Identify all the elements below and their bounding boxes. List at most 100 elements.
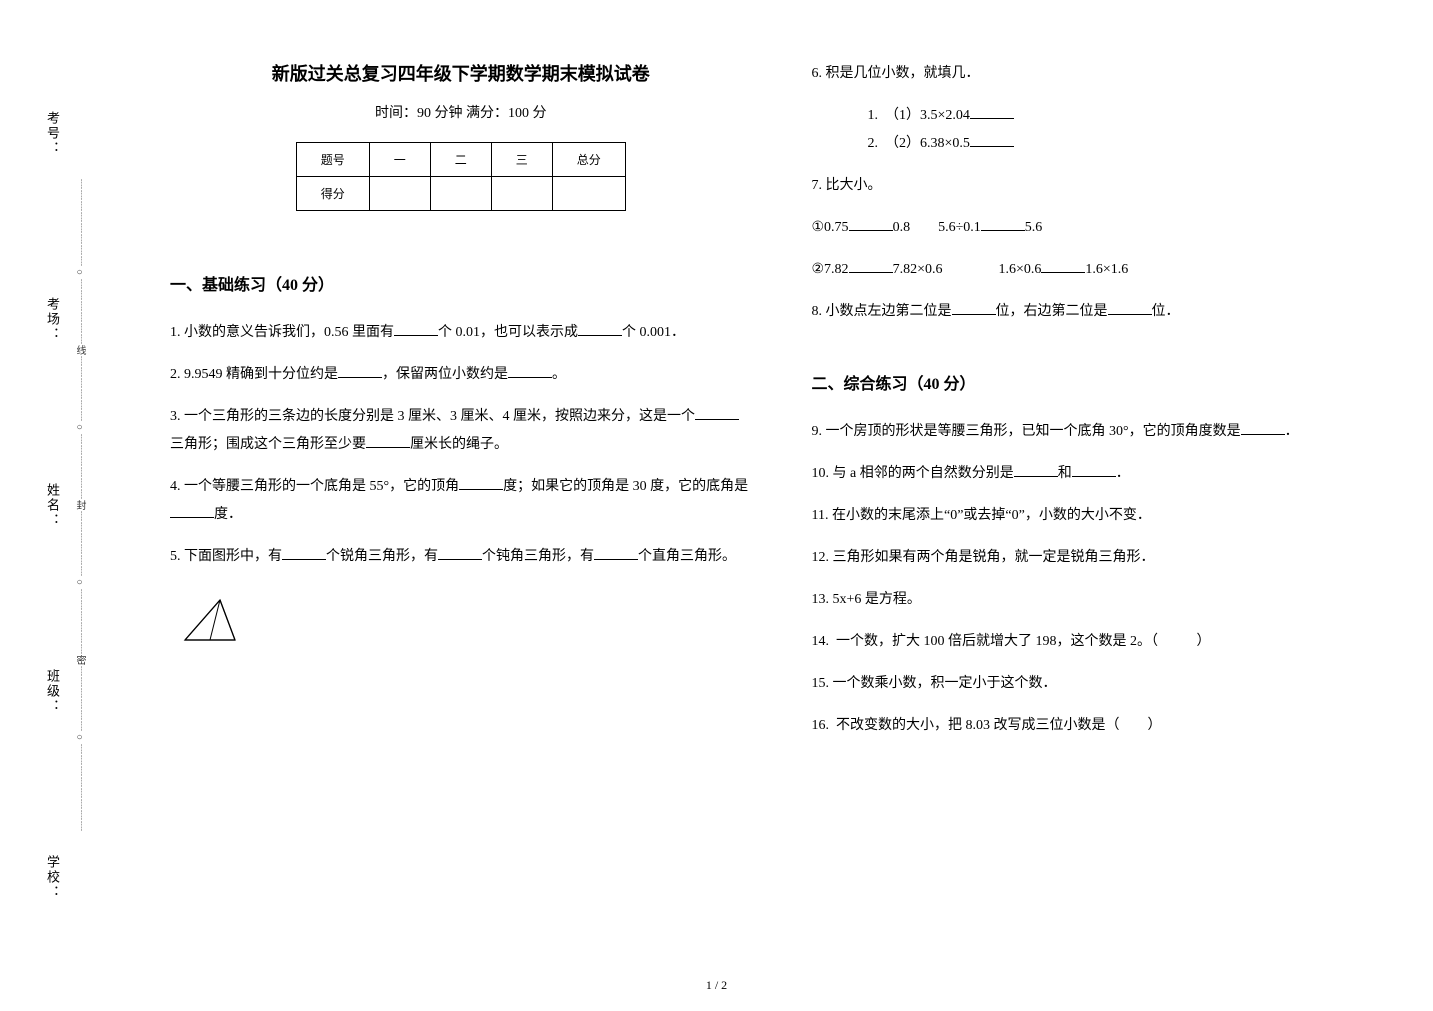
blank [459, 476, 503, 490]
q1-text-b: 个 0.01，也可以表示成 [438, 325, 578, 340]
th-3: 三 [491, 143, 552, 177]
question-9: 9. 一个房顶的形状是等腰三角形，已知一个底角 30°，它的顶角度数是 ． [812, 418, 1394, 446]
binding-label-kaohao: 考号： [43, 111, 62, 156]
q5-text-a: 5. 下面图形中，有 [170, 549, 282, 564]
binding-label-banji: 班级： [43, 669, 62, 714]
question-6: 6. 积是几位小数，就填几． [812, 60, 1394, 88]
section-1-header: 一、基础练习（40 分） [170, 271, 752, 295]
q7-l1-c: 5.6÷0.1 [938, 220, 981, 235]
q6-text: 6. 积是几位小数，就填几． [812, 66, 980, 81]
th-total: 总分 [552, 143, 625, 177]
q7-line2: ②7.82 7.82×0.6 1.6×0.6 1.6×1.6 [812, 256, 1394, 284]
question-13: 13. 5x+6 是方程。 [812, 586, 1394, 614]
question-12: 12. 三角形如果有两个角是锐角，就一定是锐角三角形． [812, 544, 1394, 572]
triangle-shape-icon [180, 595, 752, 650]
binding-label-xingming: 姓名： [43, 483, 62, 528]
q10-text-a: 10. 与 a 相邻的两个自然数分别是 [812, 466, 1014, 481]
question-5: 5. 下面图形中，有个锐角三角形，有个钝角三角形，有个直角三角形。 [170, 543, 752, 571]
blank [1014, 463, 1058, 477]
blank [594, 546, 638, 560]
q6-sub1-text: 1. （1）3.5×2.04 [868, 108, 970, 123]
question-2: 2. 9.9549 精确到十分位约是 ，保留两位小数约是 。 [170, 361, 752, 389]
blank [578, 322, 622, 336]
binding-label-xuexiao: 学校： [43, 855, 62, 900]
question-7: 7. 比大小。 [812, 172, 1394, 200]
q7-l2-b: 7.82×0.6 [893, 262, 943, 277]
q2-text-b: ，保留两位小数约是 [382, 367, 508, 382]
q6-sub2-text: 2. （2）6.38×0.5 [868, 136, 970, 151]
q6-sub1: 1. （1）3.5×2.04 [868, 102, 1394, 130]
page-title: 新版过关总复习四年级下学期数学期末模拟试卷 [170, 60, 752, 86]
question-3: 3. 一个三角形的三条边的长度分别是 3 厘米、3 厘米、4 厘米，按照边来分，… [170, 403, 752, 459]
page-number: 1 / 2 [706, 978, 727, 993]
question-8: 8. 小数点左边第二位是 位，右边第二位是 位． [812, 298, 1394, 326]
question-10: 10. 与 a 相邻的两个自然数分别是和． [812, 460, 1394, 488]
page-content: 新版过关总复习四年级下学期数学期末模拟试卷 时间：90 分钟 满分：100 分 … [130, 0, 1433, 1011]
question-16: 16. 不改变数的大小，把 8.03 改写成三位小数是（ ） [812, 712, 1394, 740]
blank [338, 364, 382, 378]
q5-text-b: 个锐角三角形，有 [326, 549, 438, 564]
td-blank [552, 177, 625, 211]
blank [952, 301, 996, 315]
q5-text-d: 个直角三角形。 [638, 549, 736, 564]
blank [1241, 421, 1285, 435]
blank [1072, 463, 1116, 477]
binding-strip: 考号： 考场： 姓名： 班级： 学校： ┊┊┊┊┊┊┊┊○┊┊┊┊┊┊线┊┊┊┊… [0, 0, 130, 1011]
blank [438, 546, 482, 560]
blank [970, 105, 1014, 119]
q9-text-a: 9. 一个房顶的形状是等腰三角形，已知一个底角 30°，它的顶角度数是 [812, 424, 1241, 439]
q8-text-a: 8. 小数点左边第二位是 [812, 304, 952, 319]
td-blank [369, 177, 430, 211]
th-2: 二 [430, 143, 491, 177]
q7-l1-d: 5.6 [1025, 220, 1043, 235]
td-blank [430, 177, 491, 211]
q3-text-b: 三角形；围成这个三角形至少要 [170, 437, 366, 452]
q7-l2-a: ②7.82 [812, 262, 849, 277]
q4-text-b: 度；如果它的顶角是 30 度，它的底角是 [503, 479, 748, 494]
binding-dashline: ┊┊┊┊┊┊┊┊○┊┊┊┊┊┊线┊┊┊┊┊┊○┊┊┊┊┊┊封┊┊┊┊┊┊○┊┊┊… [72, 0, 87, 1011]
blank [282, 546, 326, 560]
blank [394, 322, 438, 336]
binding-label-kaochang: 考场： [43, 297, 62, 342]
right-column: 6. 积是几位小数，就填几． 1. （1）3.5×2.04 2. （2）6.38… [812, 60, 1394, 991]
q3-text-c: 厘米长的绳子。 [410, 437, 508, 452]
q2-text-c: 。 [552, 367, 566, 382]
page-subtitle: 时间：90 分钟 满分：100 分 [170, 102, 752, 122]
question-11: 11. 在小数的末尾添上“0”或去掉“0”，小数的大小不变． [812, 502, 1394, 530]
blank [970, 133, 1014, 147]
question-14: 14. 一个数，扩大 100 倍后就增大了 198，这个数是 2。（ ） [812, 628, 1394, 656]
th-num: 题号 [296, 143, 369, 177]
q9-text-b: ． [1285, 424, 1299, 439]
q7-text: 7. 比大小。 [812, 178, 882, 193]
td-score-label: 得分 [296, 177, 369, 211]
blank [1041, 259, 1085, 273]
blank [1108, 301, 1152, 315]
q10-text-b: 和 [1058, 466, 1072, 481]
blank [366, 434, 410, 448]
binding-labels: 考号： 考场： 姓名： 班级： 学校： [43, 0, 62, 1011]
blank [170, 504, 214, 518]
q1-text-a: 1. 小数的意义告诉我们，0.56 里面有 [170, 325, 394, 340]
q4-text-c: 度． [214, 507, 242, 522]
blank [695, 406, 739, 420]
q4-text-a: 4. 一个等腰三角形的一个底角是 55°，它的顶角 [170, 479, 459, 494]
question-4: 4. 一个等腰三角形的一个底角是 55°，它的顶角 度；如果它的顶角是 30 度，… [170, 473, 752, 529]
table-row: 得分 [296, 177, 625, 211]
q3-text-a: 3. 一个三角形的三条边的长度分别是 3 厘米、3 厘米、4 厘米，按照边来分，… [170, 409, 695, 424]
q7-l2-c: 1.6×0.6 [998, 262, 1041, 277]
question-1: 1. 小数的意义告诉我们，0.56 里面有 个 0.01，也可以表示成 个 0.00… [170, 319, 752, 347]
section-2-header: 二、综合练习（40 分） [812, 370, 1394, 394]
q7-l1-a: ①0.75 [812, 220, 849, 235]
table-row: 题号 一 二 三 总分 [296, 143, 625, 177]
question-15: 15. 一个数乘小数，积一定小于这个数． [812, 670, 1394, 698]
q1-text-c: 个 0.001． [622, 325, 685, 340]
q8-text-c: 位． [1152, 304, 1180, 319]
th-1: 一 [369, 143, 430, 177]
q7-line1: ①0.750.8 5.6÷0.15.6 [812, 214, 1394, 242]
q7-l2-d: 1.6×1.6 [1085, 262, 1128, 277]
q2-text-a: 2. 9.9549 精确到十分位约是 [170, 367, 338, 382]
q8-text-b: 位，右边第二位是 [996, 304, 1108, 319]
blank [981, 217, 1025, 231]
score-table: 题号 一 二 三 总分 得分 [296, 142, 626, 211]
q6-sub2: 2. （2）6.38×0.5 [868, 130, 1394, 158]
